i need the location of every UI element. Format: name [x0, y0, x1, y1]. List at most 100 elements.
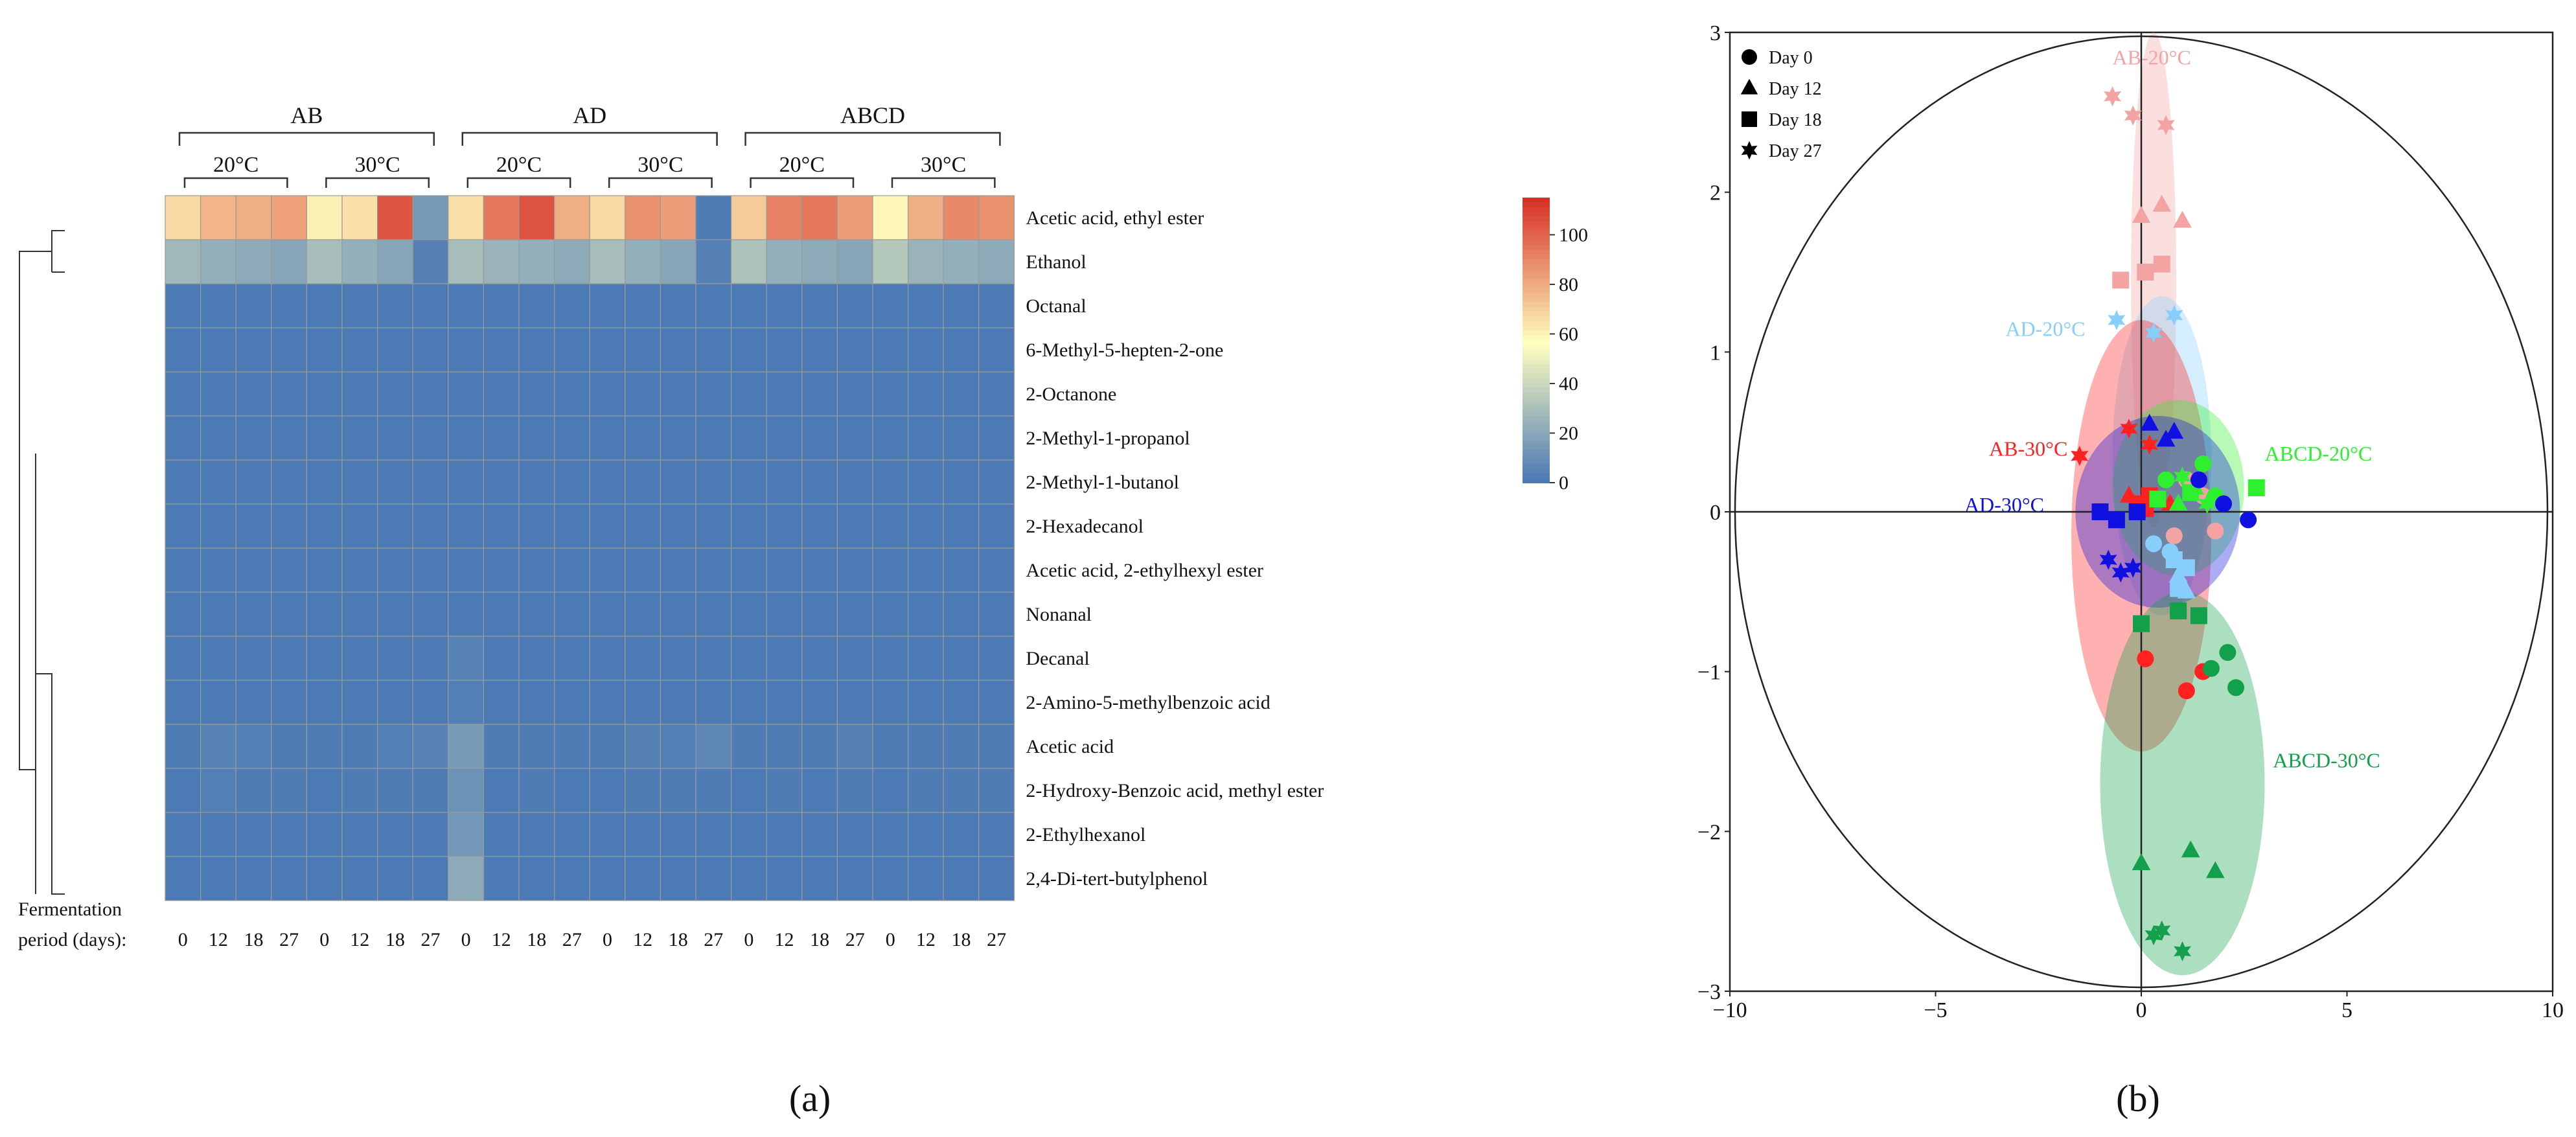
scatter-point: [2170, 580, 2187, 597]
heatmap-cell: [341, 680, 378, 725]
temp-label: 30°C: [354, 153, 400, 177]
heatmap-cell: [271, 547, 307, 593]
heatmap-cell: [801, 195, 838, 240]
scatter-point: [2091, 503, 2109, 520]
heatmap-cell: [376, 856, 413, 901]
colorbar-segment: [1523, 440, 1550, 446]
heatmap-cell: [836, 327, 873, 373]
column-label: 12: [492, 929, 511, 950]
cluster-label: AD-20°C: [2005, 317, 2085, 341]
scatter-point: [2124, 557, 2142, 578]
colorbar-segment: [1523, 411, 1550, 417]
heatmap-cell: [943, 195, 980, 240]
heatmap-cell: [200, 327, 236, 373]
heatmap-cell: [978, 812, 1015, 857]
heatmap-cell: [589, 283, 626, 328]
column-label: 0: [178, 929, 188, 950]
column-label: 18: [244, 929, 264, 950]
heatmap-cell: [695, 371, 732, 417]
heatmap-cell: [553, 415, 590, 461]
cluster-ellipse: [2112, 296, 2211, 616]
heatmap-cell: [200, 459, 236, 505]
heatmap-cell: [801, 415, 838, 461]
heatmap-cell: [412, 459, 449, 505]
heatmap-cell: [271, 283, 307, 328]
colorbar-segment: [1523, 245, 1550, 251]
heatmap-cell: [801, 812, 838, 857]
row-label: Nonanal: [1026, 604, 1092, 625]
heatmap-cell: [412, 591, 449, 637]
heatmap-cell: [448, 856, 484, 901]
heatmap-cell: [695, 283, 732, 328]
heatmap-cell: [625, 239, 661, 284]
heatmap-cell: [376, 636, 413, 681]
heatmap-cell: [943, 680, 980, 725]
heatmap-cell: [483, 636, 520, 681]
heatmap-cell: [165, 768, 201, 813]
heatmap-cell: [872, 591, 909, 637]
colorbar-segment: [1523, 378, 1550, 384]
colorbar-segment: [1523, 426, 1550, 431]
heatmap-cell: [801, 327, 838, 373]
temp-bracket: [750, 177, 855, 188]
heatmap-cell: [978, 459, 1015, 505]
xlabel-line2: period (days):: [18, 929, 126, 950]
heatmap-cell: [801, 591, 838, 637]
heatmap-cell: [448, 459, 484, 505]
heatmap-cell: [376, 415, 413, 461]
column-label: 12: [350, 929, 369, 950]
heatmap-cell: [165, 415, 201, 461]
column-label: 12: [209, 929, 228, 950]
heatmap-cell: [306, 195, 343, 240]
heatmap-cell: [766, 724, 803, 769]
heatmap-cell: [165, 547, 201, 593]
heatmap-cell: [730, 591, 767, 637]
heatmap-cell: [660, 415, 696, 461]
heatmap-cell: [341, 371, 378, 417]
heatmap-cell: [165, 327, 201, 373]
heatmap-cell: [306, 415, 343, 461]
scatter-point: [2206, 861, 2225, 879]
column-label: 12: [775, 929, 794, 950]
colorbar-segment: [1523, 420, 1550, 426]
row-label: 2-Ethylhexanol: [1026, 824, 1145, 845]
row-label: 2-Methyl-1-butanol: [1026, 472, 1179, 493]
legend-label: Day 12: [1769, 79, 1822, 99]
heatmap-cell: [872, 724, 909, 769]
heatmap-cell: [200, 283, 236, 328]
colorbar-segment: [1523, 321, 1550, 327]
colorbar-segment: [1523, 340, 1550, 346]
column-label: 27: [562, 929, 582, 950]
scatter-point: [2071, 446, 2089, 466]
scatter-point: [2145, 535, 2163, 553]
heatmap-cell: [589, 503, 626, 549]
cluster-label: ABCD-30°C: [2273, 749, 2380, 772]
row-label: Acetic acid, ethyl ester: [1026, 207, 1204, 229]
heatmap-cell: [448, 195, 484, 240]
heatmap-cell: [235, 503, 272, 549]
scatter-point: [2207, 522, 2224, 540]
scatter-point: [2198, 494, 2216, 514]
x-tick-label: 5: [2341, 998, 2352, 1022]
heatmap-cell: [306, 812, 343, 857]
heatmap-cell: [836, 636, 873, 681]
heatmap-cell: [483, 371, 520, 417]
colorbar-segment: [1523, 454, 1550, 460]
heatmap-cell: [695, 459, 732, 505]
heatmap-cell: [836, 856, 873, 901]
colorbar-segment: [1523, 316, 1550, 322]
heatmap-cell: [483, 283, 520, 328]
heatmap-cell: [589, 724, 626, 769]
heatmap-cell: [766, 195, 803, 240]
heatmap-cell: [625, 459, 661, 505]
heatmap-cell: [766, 459, 803, 505]
colorbar-segment: [1523, 231, 1550, 236]
colorbar-segment: [1523, 273, 1550, 279]
temp-label: 30°C: [638, 153, 683, 177]
heatmap-cell: [448, 327, 484, 373]
heatmap-cell: [766, 591, 803, 637]
heatmap-cell: [553, 371, 590, 417]
heatmap-cell: [412, 503, 449, 549]
scatter-point: [2153, 255, 2170, 273]
colorbar-segment: [1523, 202, 1550, 208]
